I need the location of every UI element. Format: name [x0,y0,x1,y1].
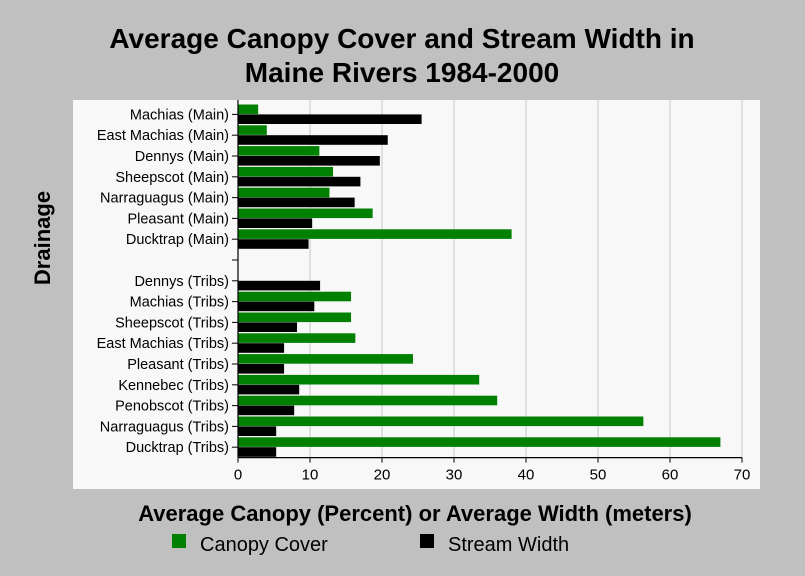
x-tick-label-50: 50 [590,467,607,484]
bar-canopy-cover-narraguagus-tribs [238,416,644,427]
axes [232,100,743,463]
bar-stream-width-dennys-main [238,156,380,166]
x-tick-labels: 0 10 20 30 40 50 60 70 [234,467,751,484]
legend-label-stream-width: Stream Width [448,534,569,556]
bar-canopy-cover-east-machias-tribs [238,333,356,343]
bar-canopy-cover-ducktrap-main [238,229,512,239]
bar-stream-width-dennys-tribs [238,280,321,291]
category-label-east-machias-tribs: East Machias (Tribs) [97,336,229,352]
x-tick-label-20: 20 [374,467,391,484]
bar-canopy-cover-sheepscot-tribs [238,312,352,323]
category-label-ducktrap-main: Ducktrap (Main) [126,232,229,248]
bar-canopy-cover-ducktrap-tribs [238,437,721,447]
category-label-dennys-tribs: Dennys (Tribs) [134,274,229,290]
bar-stream-width-machias-main [238,114,422,124]
bar-canopy-cover-pleasant-main [238,208,373,219]
legend-swatch-canopy-cover [172,534,186,548]
category-label-sheepscot-tribs: Sheepscot (Tribs) [115,315,229,331]
bar-stream-width-pleasant-main [238,218,313,228]
bar-stream-width-ducktrap-main [238,239,309,249]
bar-stream-width-sheepscot-main [238,176,361,187]
bar-stream-width-ducktrap-tribs [238,447,277,457]
bar-stream-width-narraguagus-tribs [238,426,277,436]
bars [238,104,721,457]
bar-stream-width-narraguagus-main [238,197,355,208]
legend-swatch-stream-width [420,534,434,548]
category-label-pleasant-tribs: Pleasant (Tribs) [127,357,229,373]
category-label-narraguagus-main: Narraguagus (Main) [100,191,229,207]
bar-stream-width-pleasant-tribs [238,364,285,374]
x-tick-label-60: 60 [662,467,679,484]
y-axis-title: Drainage [30,191,55,285]
chart-title-line-1: Average Canopy Cover and Stream Width in [109,23,694,54]
x-tick-label-40: 40 [518,467,535,484]
x-tick-label-70: 70 [734,467,751,484]
category-label-east-machias-main: East Machias (Main) [97,128,229,144]
category-label-machias-main: Machias (Main) [130,107,229,123]
category-labels: Machias (Main) East Machias (Main) Dennys … [97,107,229,456]
bar-stream-width-kennebec-tribs [238,384,300,395]
legend-label-canopy-cover: Canopy Cover [200,534,328,556]
category-label-pleasant-main: Pleasant (Main) [127,211,229,227]
x-axis-title: Average Canopy (Percent) or Average Widt… [138,501,692,526]
category-label-ducktrap-tribs: Ducktrap (Tribs) [126,440,229,456]
bar-canopy-cover-pleasant-tribs [238,354,413,364]
category-label-machias-tribs: Machias (Tribs) [130,295,229,311]
category-label-penobscot-tribs: Penobscot (Tribs) [115,399,229,415]
bar-stream-width-east-machias-main [238,135,388,145]
bar-stream-width-sheepscot-tribs [238,322,298,332]
bar-canopy-cover-penobscot-tribs [238,395,498,406]
bar-canopy-cover-sheepscot-main [238,166,334,177]
category-label-sheepscot-main: Sheepscot (Main) [115,170,229,186]
bar-stream-width-east-machias-tribs [238,343,285,353]
bar-stream-width-machias-tribs [238,301,315,312]
x-tick-label-30: 30 [446,467,463,484]
bar-canopy-cover-machias-main [238,104,259,115]
bar-canopy-cover-machias-tribs [238,291,352,302]
category-label-dennys-main: Dennys (Main) [135,149,229,165]
bar-canopy-cover-narraguagus-main [238,187,330,198]
bar-canopy-cover-east-machias-main [238,125,267,135]
category-label-narraguagus-tribs: Narraguagus (Tribs) [100,419,229,435]
chart-title-line-2: Maine Rivers 1984-2000 [245,57,559,88]
legend: Canopy Cover Stream Width [172,534,569,556]
bar-canopy-cover-dennys-main [238,146,320,156]
bar-stream-width-penobscot-tribs [238,405,295,416]
category-label-kennebec-tribs: Kennebec (Tribs) [118,378,229,394]
bar-canopy-cover-kennebec-tribs [238,374,480,385]
x-tick-label-10: 10 [302,467,319,484]
x-tick-label-0: 0 [234,467,242,484]
